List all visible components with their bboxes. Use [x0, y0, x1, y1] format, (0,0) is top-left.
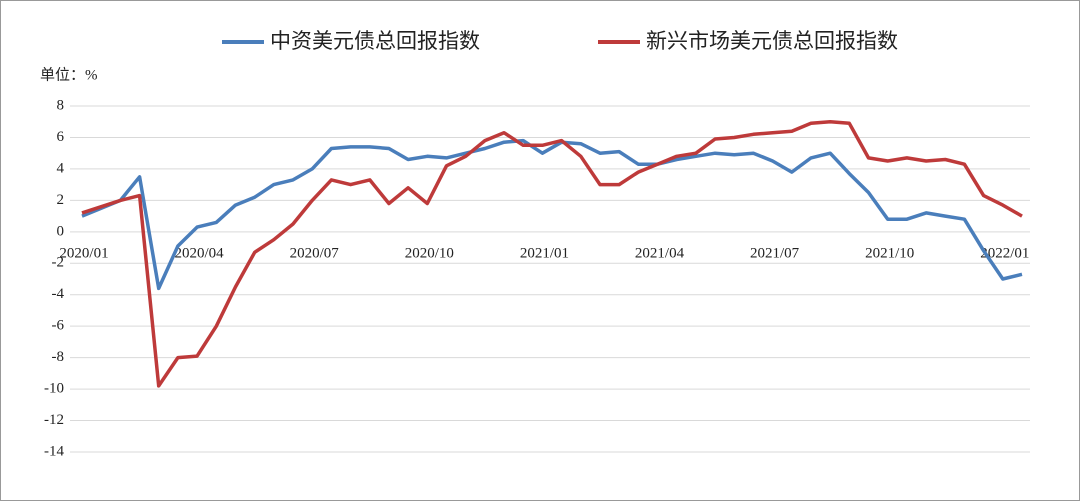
x-tick-label: 2022/01	[980, 245, 1029, 261]
y-tick-label: -4	[52, 286, 65, 302]
y-tick-label: 2	[57, 192, 65, 208]
y-tick-label: 4	[57, 160, 65, 176]
y-tick-label: -6	[52, 318, 65, 334]
y-tick-label: -14	[44, 443, 64, 459]
x-tick-label: 2020/04	[175, 245, 225, 261]
y-tick-label: 0	[57, 223, 65, 239]
line-series	[81, 138, 1023, 291]
x-tick-label: 2021/07	[750, 245, 800, 261]
line-series	[81, 119, 1023, 388]
y-tick-label: -12	[44, 412, 64, 428]
y-axis-label: 单位：%	[40, 66, 98, 83]
y-tick-label: -8	[52, 349, 65, 365]
x-tick-label: 2020/07	[290, 245, 340, 261]
x-tick-label: 2021/01	[520, 245, 569, 261]
x-tick-label: 2020/10	[405, 245, 454, 261]
x-tick-label: 2021/10	[865, 245, 914, 261]
x-tick-label: 2020/01	[59, 245, 108, 261]
legend-label: 新兴市场美元债总回报指数	[646, 29, 898, 53]
y-tick-label: -2	[52, 255, 65, 271]
y-tick-label: -10	[44, 381, 64, 397]
y-tick-label: 6	[57, 129, 65, 145]
y-tick-label: 8	[57, 97, 65, 113]
legend-label: 中资美元债总回报指数	[270, 29, 480, 53]
x-tick-label: 2021/04	[635, 245, 685, 261]
